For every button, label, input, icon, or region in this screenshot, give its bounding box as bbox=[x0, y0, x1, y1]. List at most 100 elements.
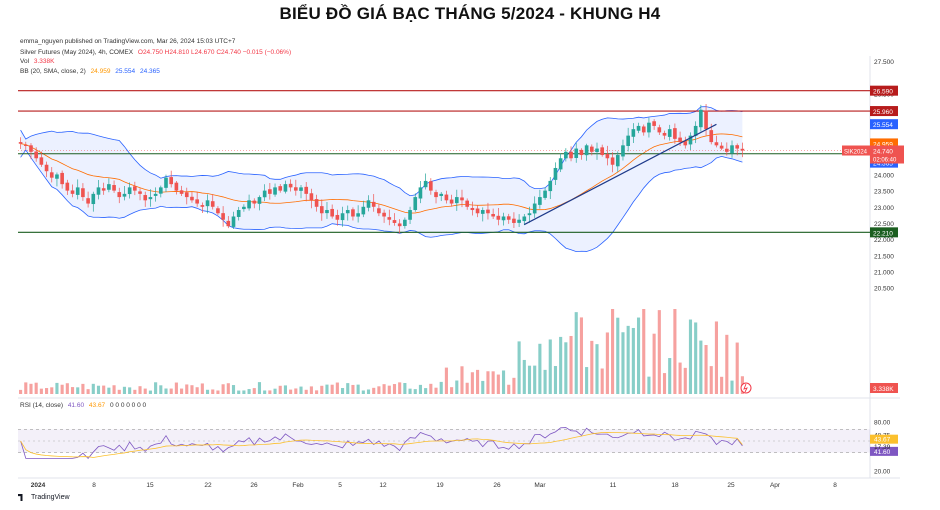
candle-body bbox=[158, 187, 163, 194]
volume-legend[interactable]: Vol 3.338K bbox=[20, 58, 54, 65]
volume-bar bbox=[154, 382, 158, 394]
candle-body bbox=[439, 193, 444, 196]
bb-basis-line bbox=[20, 133, 743, 214]
volume-bar bbox=[164, 388, 168, 394]
candle-body bbox=[148, 197, 153, 200]
candle-body bbox=[491, 213, 495, 217]
volume-bar bbox=[340, 388, 345, 394]
volume-bar bbox=[76, 387, 80, 394]
candle-body bbox=[96, 187, 101, 195]
x-tick-label: 19 bbox=[436, 482, 444, 489]
volume-bar bbox=[268, 390, 272, 394]
volume-bar bbox=[361, 390, 365, 394]
candle-body bbox=[667, 129, 672, 137]
x-tick-label: 22 bbox=[204, 482, 212, 489]
candle-body bbox=[475, 208, 480, 214]
rsi-badge bbox=[870, 434, 898, 444]
candle-body bbox=[117, 192, 122, 198]
candle-body bbox=[164, 177, 168, 188]
candle-body bbox=[221, 213, 225, 220]
rsi-value: 41.60 bbox=[67, 402, 85, 409]
rsi-badge bbox=[870, 446, 898, 456]
candle-body bbox=[122, 193, 127, 197]
rsi-legend[interactable]: RSI (14, close) 41.60 43.67 0 0 0 0 0 0 … bbox=[20, 402, 146, 409]
candle-body bbox=[532, 203, 537, 214]
lightning-bolt bbox=[743, 383, 748, 393]
volume-bar bbox=[626, 325, 630, 394]
volume-bar bbox=[205, 389, 210, 394]
volume-bar bbox=[185, 384, 189, 394]
candle-body bbox=[60, 172, 64, 185]
volume-bar bbox=[91, 383, 95, 394]
x-tick-label: Mar bbox=[534, 482, 546, 489]
volume-bar bbox=[512, 377, 516, 394]
candle-body bbox=[647, 122, 651, 133]
bb-upper-line bbox=[20, 106, 743, 197]
volume-bar bbox=[465, 382, 469, 394]
candle-body bbox=[366, 200, 371, 208]
volume-bar bbox=[372, 387, 376, 394]
bb-legend[interactable]: BB (20, SMA, close, 2) 24.959 25.554 24.… bbox=[20, 68, 160, 75]
volume-bar bbox=[496, 374, 500, 394]
price-badge bbox=[870, 119, 898, 130]
volume-bar bbox=[294, 388, 298, 394]
x-tick-label: 12 bbox=[379, 482, 387, 489]
candle-body bbox=[641, 126, 646, 133]
candle-body bbox=[673, 128, 677, 139]
candle-body bbox=[444, 194, 449, 201]
candle-body bbox=[382, 212, 386, 217]
y-tick-label: 20.500 bbox=[874, 286, 894, 293]
symbol-tag-label: SIK2024 bbox=[844, 150, 868, 156]
price-badge-label: 24.365 bbox=[873, 161, 893, 168]
volume-bar bbox=[616, 317, 620, 394]
candle-body bbox=[543, 190, 547, 198]
candle-body bbox=[740, 148, 745, 151]
candle-body bbox=[288, 183, 293, 188]
candle-body bbox=[314, 199, 319, 207]
candle-body bbox=[325, 210, 329, 214]
volume-bar bbox=[231, 385, 236, 394]
volume-bar bbox=[102, 385, 106, 394]
volume-bar bbox=[304, 389, 308, 394]
candle-body bbox=[454, 197, 459, 204]
y-tick-label: 27.500 bbox=[874, 59, 894, 66]
volume-bar bbox=[320, 385, 324, 394]
volume-bar bbox=[662, 373, 667, 394]
volume-bar bbox=[600, 368, 604, 394]
candle-body bbox=[589, 146, 594, 152]
volume-bar bbox=[242, 390, 246, 394]
rsi-extra-values: 0 0 0 0 0 0 0 bbox=[110, 402, 147, 409]
volume-bar bbox=[621, 332, 625, 394]
candle-body bbox=[377, 208, 381, 214]
candle-body bbox=[387, 217, 392, 220]
volume-bar bbox=[65, 383, 69, 394]
volume-bar bbox=[688, 319, 693, 394]
candle-body bbox=[18, 142, 23, 144]
tradingview-logo[interactable]: TradingView bbox=[18, 494, 70, 501]
countdown-label: 02:06:40 bbox=[873, 158, 897, 164]
level-badge-label: 26.590 bbox=[873, 89, 893, 96]
volume-bar bbox=[216, 390, 220, 394]
volume-bar bbox=[174, 382, 178, 394]
x-tick-label: Feb bbox=[292, 482, 304, 489]
symbol-legend[interactable]: Silver Futures (May 2024), 4h, COMEX O24… bbox=[20, 49, 291, 56]
candle-body bbox=[709, 130, 714, 143]
volume-bar bbox=[714, 321, 718, 394]
volume-bar bbox=[527, 365, 532, 394]
volume-bar bbox=[481, 380, 485, 394]
x-tick-label: 18 bbox=[671, 482, 679, 489]
candle-body bbox=[522, 216, 527, 222]
candle-body bbox=[579, 149, 584, 156]
candle-body bbox=[636, 125, 641, 131]
volume-bar bbox=[704, 345, 708, 394]
volume-bar bbox=[408, 388, 412, 394]
volume-bar bbox=[122, 386, 127, 394]
rsi-ma-line bbox=[20, 432, 743, 458]
candle-body bbox=[247, 200, 251, 209]
candle-body bbox=[216, 208, 220, 214]
volume-bar bbox=[237, 390, 241, 394]
volume-bar bbox=[252, 388, 256, 394]
volume-bar bbox=[574, 312, 578, 394]
candle-body bbox=[309, 193, 314, 201]
